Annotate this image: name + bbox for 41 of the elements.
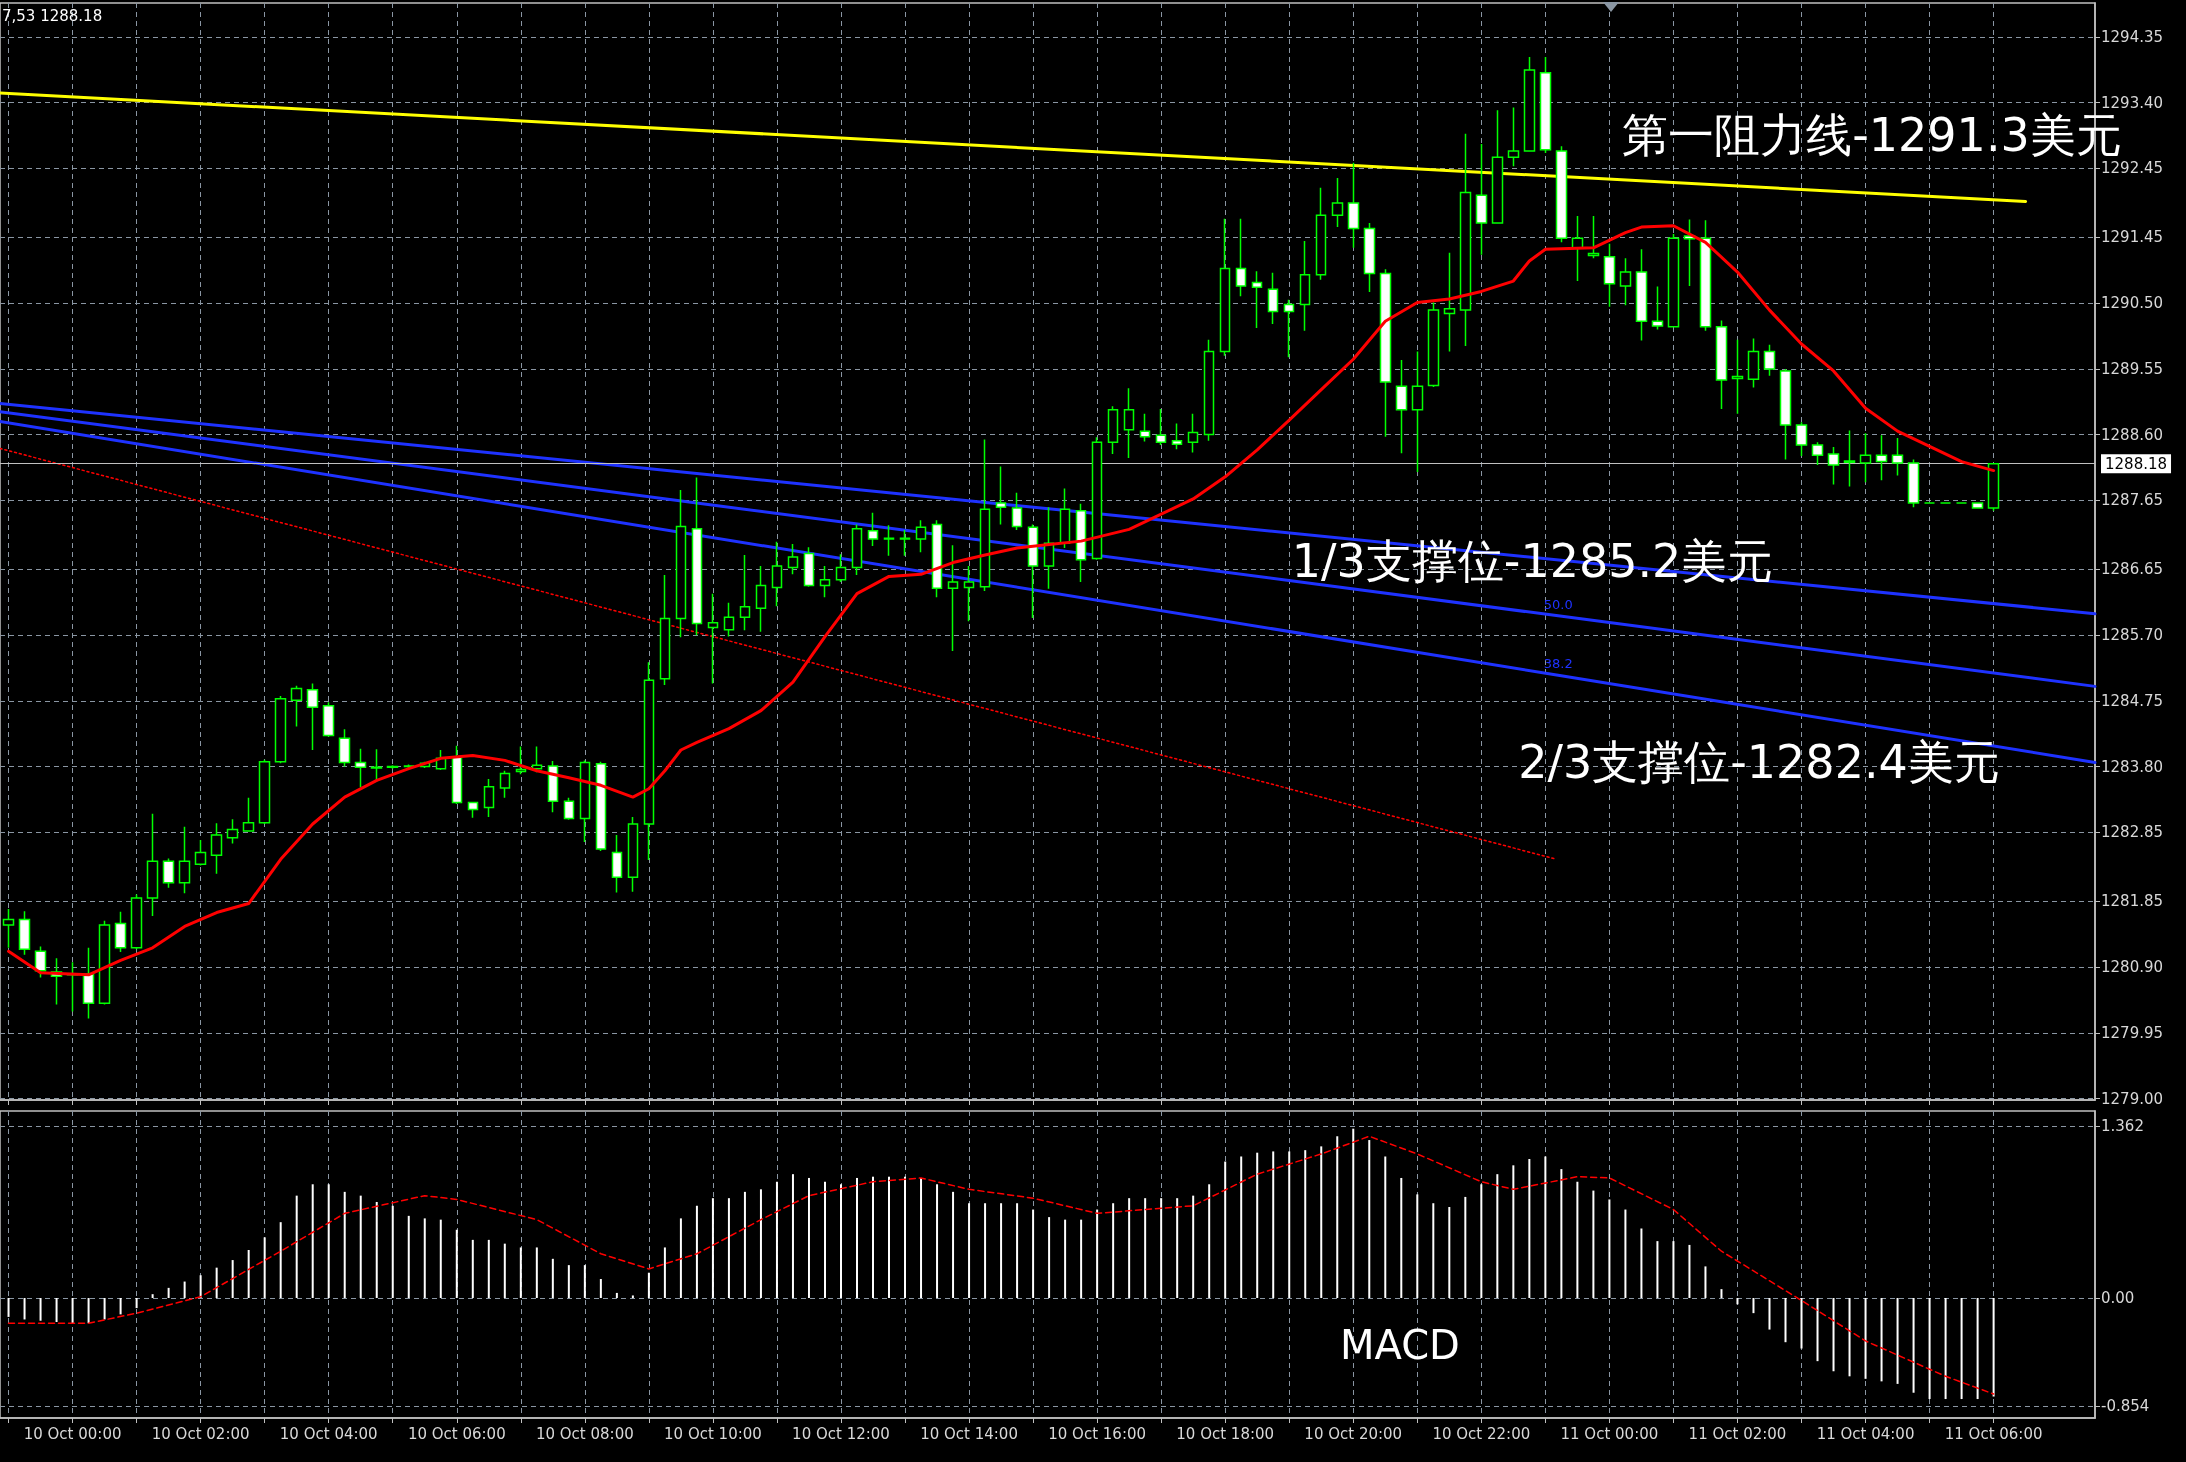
y-tick-label: 1287.65 [2101, 491, 2164, 510]
y-tick-label: 1279.00 [2101, 1089, 2164, 1108]
y-tick-label: 1286.65 [2101, 560, 2164, 579]
x-tick-label: 10 Oct 02:00 [151, 1424, 250, 1443]
ref-line-label: 1288.18 [2105, 454, 2168, 473]
x-tick-label: 10 Oct 04:00 [279, 1424, 378, 1443]
y-tick-label: -0.854 [2101, 1396, 2150, 1415]
y-tick-label: 1285.70 [2101, 626, 2164, 645]
x-tick-label: 10 Oct 14:00 [920, 1424, 1018, 1443]
x-tick-label: 10 Oct 20:00 [1304, 1424, 1403, 1443]
x-tick-label: 11 Oct 04:00 [1816, 1424, 1915, 1443]
y-tick-label: 1293.40 [2101, 93, 2164, 112]
y-tick-label: 1.362 [2101, 1116, 2144, 1135]
y-tick-label: 1281.85 [2101, 892, 2164, 911]
y-tick-label: 1283.80 [2101, 757, 2164, 776]
series-label: 50.0 [1543, 596, 1573, 612]
x-tick-label: 10 Oct 00:00 [23, 1424, 122, 1443]
annotation: 7,53 1288.18 [2, 6, 103, 25]
y-tick-label: 1279.95 [2101, 1023, 2164, 1042]
text: MACD [1340, 1322, 1460, 1368]
y-tick-label: 1290.50 [2101, 294, 2164, 313]
x-tick-label: 11 Oct 06:00 [1944, 1424, 2043, 1443]
x-tick-label: 10 Oct 06:00 [407, 1424, 506, 1443]
x-tick-label: 10 Oct 18:00 [1176, 1424, 1275, 1443]
y-tick-label: 1289.55 [2101, 359, 2164, 378]
y-tick-label: 1282.85 [2101, 823, 2164, 842]
y-tick-label: 0.00 [2101, 1288, 2135, 1307]
y-tick-label: 1291.45 [2101, 228, 2164, 247]
x-tick-label: 11 Oct 00:00 [1560, 1424, 1659, 1443]
x-tick-label: 11 Oct 02:00 [1688, 1424, 1787, 1443]
x-tick-label: 10 Oct 08:00 [535, 1424, 634, 1443]
y-tick-label: 1288.60 [2101, 425, 2164, 444]
x-tick-label: 10 Oct 12:00 [792, 1424, 890, 1443]
y-tick-label: 1292.45 [2101, 159, 2164, 178]
y-tick-label: 1280.90 [2101, 958, 2164, 977]
y-tick-label: 1284.75 [2101, 691, 2164, 710]
series-label: 38.2 [1543, 656, 1573, 672]
x-tick-label: 10 Oct 16:00 [1048, 1424, 1147, 1443]
x-tick-label: 10 Oct 10:00 [664, 1424, 762, 1443]
y-tick-label: 1294.35 [2101, 27, 2164, 46]
x-tick-label: 10 Oct 22:00 [1432, 1424, 1531, 1443]
